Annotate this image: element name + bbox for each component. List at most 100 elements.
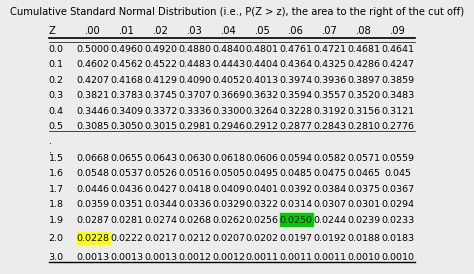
Text: 0.0401: 0.0401 (246, 185, 279, 194)
Text: 0.3228: 0.3228 (280, 107, 313, 116)
Text: .: . (49, 138, 52, 147)
Text: 0.0571: 0.0571 (347, 154, 380, 163)
Text: 0.0010: 0.0010 (347, 253, 380, 262)
Text: 1.7: 1.7 (49, 185, 64, 194)
Text: 0.4286: 0.4286 (347, 60, 380, 69)
Text: .02: .02 (153, 26, 169, 36)
Text: 0.0359: 0.0359 (77, 200, 110, 209)
Text: 0.2981: 0.2981 (178, 122, 211, 131)
Text: 0.3707: 0.3707 (178, 91, 211, 100)
Text: 0.4404: 0.4404 (246, 60, 279, 69)
Text: 0.0294: 0.0294 (381, 200, 414, 209)
Text: .06: .06 (288, 26, 304, 36)
Text: 0.0351: 0.0351 (110, 200, 144, 209)
Text: 0.2: 0.2 (49, 76, 64, 85)
Text: 1.6: 1.6 (49, 169, 64, 178)
Text: 0.0013: 0.0013 (144, 253, 177, 262)
Text: 0.3121: 0.3121 (381, 107, 414, 116)
Text: 0.0375: 0.0375 (347, 185, 381, 194)
Text: 0.3859: 0.3859 (381, 76, 414, 85)
Text: 0.4483: 0.4483 (178, 60, 211, 69)
Text: 0.0013: 0.0013 (110, 253, 144, 262)
Text: 0.0183: 0.0183 (381, 234, 414, 243)
Text: 0.0465: 0.0465 (347, 169, 380, 178)
Text: 0.3936: 0.3936 (313, 76, 346, 85)
Text: 0.0643: 0.0643 (144, 154, 177, 163)
Text: 0.4562: 0.4562 (110, 60, 144, 69)
Text: 0.3897: 0.3897 (347, 76, 381, 85)
Text: 0.4721: 0.4721 (313, 45, 346, 54)
Text: 0.0217: 0.0217 (145, 234, 177, 243)
Text: 0.0516: 0.0516 (178, 169, 211, 178)
Text: 0.3085: 0.3085 (77, 122, 110, 131)
Text: Cumulative Standard Normal Distribution (i.e., P(Z > z), the area to the right o: Cumulative Standard Normal Distribution … (10, 7, 464, 17)
FancyBboxPatch shape (280, 213, 313, 226)
FancyBboxPatch shape (77, 232, 110, 244)
Text: 0.0559: 0.0559 (381, 154, 414, 163)
Text: 0.4013: 0.4013 (246, 76, 279, 85)
Text: 0.0314: 0.0314 (280, 200, 313, 209)
Text: 0.2877: 0.2877 (280, 122, 313, 131)
Text: 0.0409: 0.0409 (212, 185, 245, 194)
Text: 0.3632: 0.3632 (246, 91, 279, 100)
Text: 0.0668: 0.0668 (77, 154, 109, 163)
Text: 0.3745: 0.3745 (144, 91, 177, 100)
Text: 0.0244: 0.0244 (313, 216, 346, 225)
Text: 0.0287: 0.0287 (77, 216, 109, 225)
Text: 0.4880: 0.4880 (178, 45, 211, 54)
Text: 1.5: 1.5 (49, 154, 64, 163)
Text: 0.5000: 0.5000 (77, 45, 109, 54)
Text: 0.3669: 0.3669 (212, 91, 245, 100)
Text: .04: .04 (221, 26, 237, 36)
Text: .09: .09 (390, 26, 406, 36)
Text: 0.0436: 0.0436 (110, 185, 144, 194)
Text: .07: .07 (322, 26, 338, 36)
Text: 0.2946: 0.2946 (212, 122, 245, 131)
Text: 0.3264: 0.3264 (246, 107, 279, 116)
Text: 0.0446: 0.0446 (77, 185, 109, 194)
Text: 0.4247: 0.4247 (381, 60, 414, 69)
Text: 0.0222: 0.0222 (110, 234, 144, 243)
Text: .: . (49, 145, 52, 155)
Text: 0.0192: 0.0192 (313, 234, 346, 243)
Text: 0.0367: 0.0367 (381, 185, 414, 194)
Text: 0.3446: 0.3446 (77, 107, 110, 116)
Text: 0.3557: 0.3557 (313, 91, 346, 100)
Text: 0.0548: 0.0548 (77, 169, 109, 178)
Text: 0.4801: 0.4801 (246, 45, 279, 54)
Text: 0.0011: 0.0011 (280, 253, 313, 262)
Text: 0.4052: 0.4052 (212, 76, 245, 85)
Text: 0.0012: 0.0012 (178, 253, 211, 262)
Text: 0.0250: 0.0250 (280, 216, 313, 225)
Text: 0.4325: 0.4325 (313, 60, 346, 69)
Text: 0.4960: 0.4960 (110, 45, 144, 54)
Text: .05: .05 (255, 26, 270, 36)
Text: 0.0268: 0.0268 (178, 216, 211, 225)
Text: 0.0301: 0.0301 (347, 200, 381, 209)
Text: 0.0: 0.0 (49, 45, 64, 54)
Text: 0.0228: 0.0228 (77, 234, 109, 243)
Text: 0.0618: 0.0618 (212, 154, 245, 163)
Text: 0.4920: 0.4920 (145, 45, 177, 54)
Text: 0.0582: 0.0582 (313, 154, 346, 163)
Text: 0.3015: 0.3015 (144, 122, 177, 131)
Text: 0.0606: 0.0606 (246, 154, 279, 163)
Text: 0.3300: 0.3300 (212, 107, 245, 116)
Text: 0.0207: 0.0207 (212, 234, 245, 243)
Text: 0.0655: 0.0655 (110, 154, 144, 163)
Text: 0.0485: 0.0485 (280, 169, 313, 178)
Text: 0.3783: 0.3783 (110, 91, 144, 100)
Text: 0.0262: 0.0262 (212, 216, 245, 225)
Text: 0.0526: 0.0526 (145, 169, 177, 178)
Text: Z: Z (49, 26, 55, 36)
Text: 0.0233: 0.0233 (381, 216, 414, 225)
Text: 0.3156: 0.3156 (347, 107, 381, 116)
Text: 0.0197: 0.0197 (280, 234, 313, 243)
Text: 1.8: 1.8 (49, 200, 64, 209)
Text: 0.3483: 0.3483 (381, 91, 414, 100)
Text: 0.0630: 0.0630 (178, 154, 211, 163)
Text: 0.0307: 0.0307 (313, 200, 346, 209)
Text: 0.0010: 0.0010 (381, 253, 414, 262)
Text: 0.4681: 0.4681 (347, 45, 380, 54)
Text: 0.4090: 0.4090 (178, 76, 211, 85)
